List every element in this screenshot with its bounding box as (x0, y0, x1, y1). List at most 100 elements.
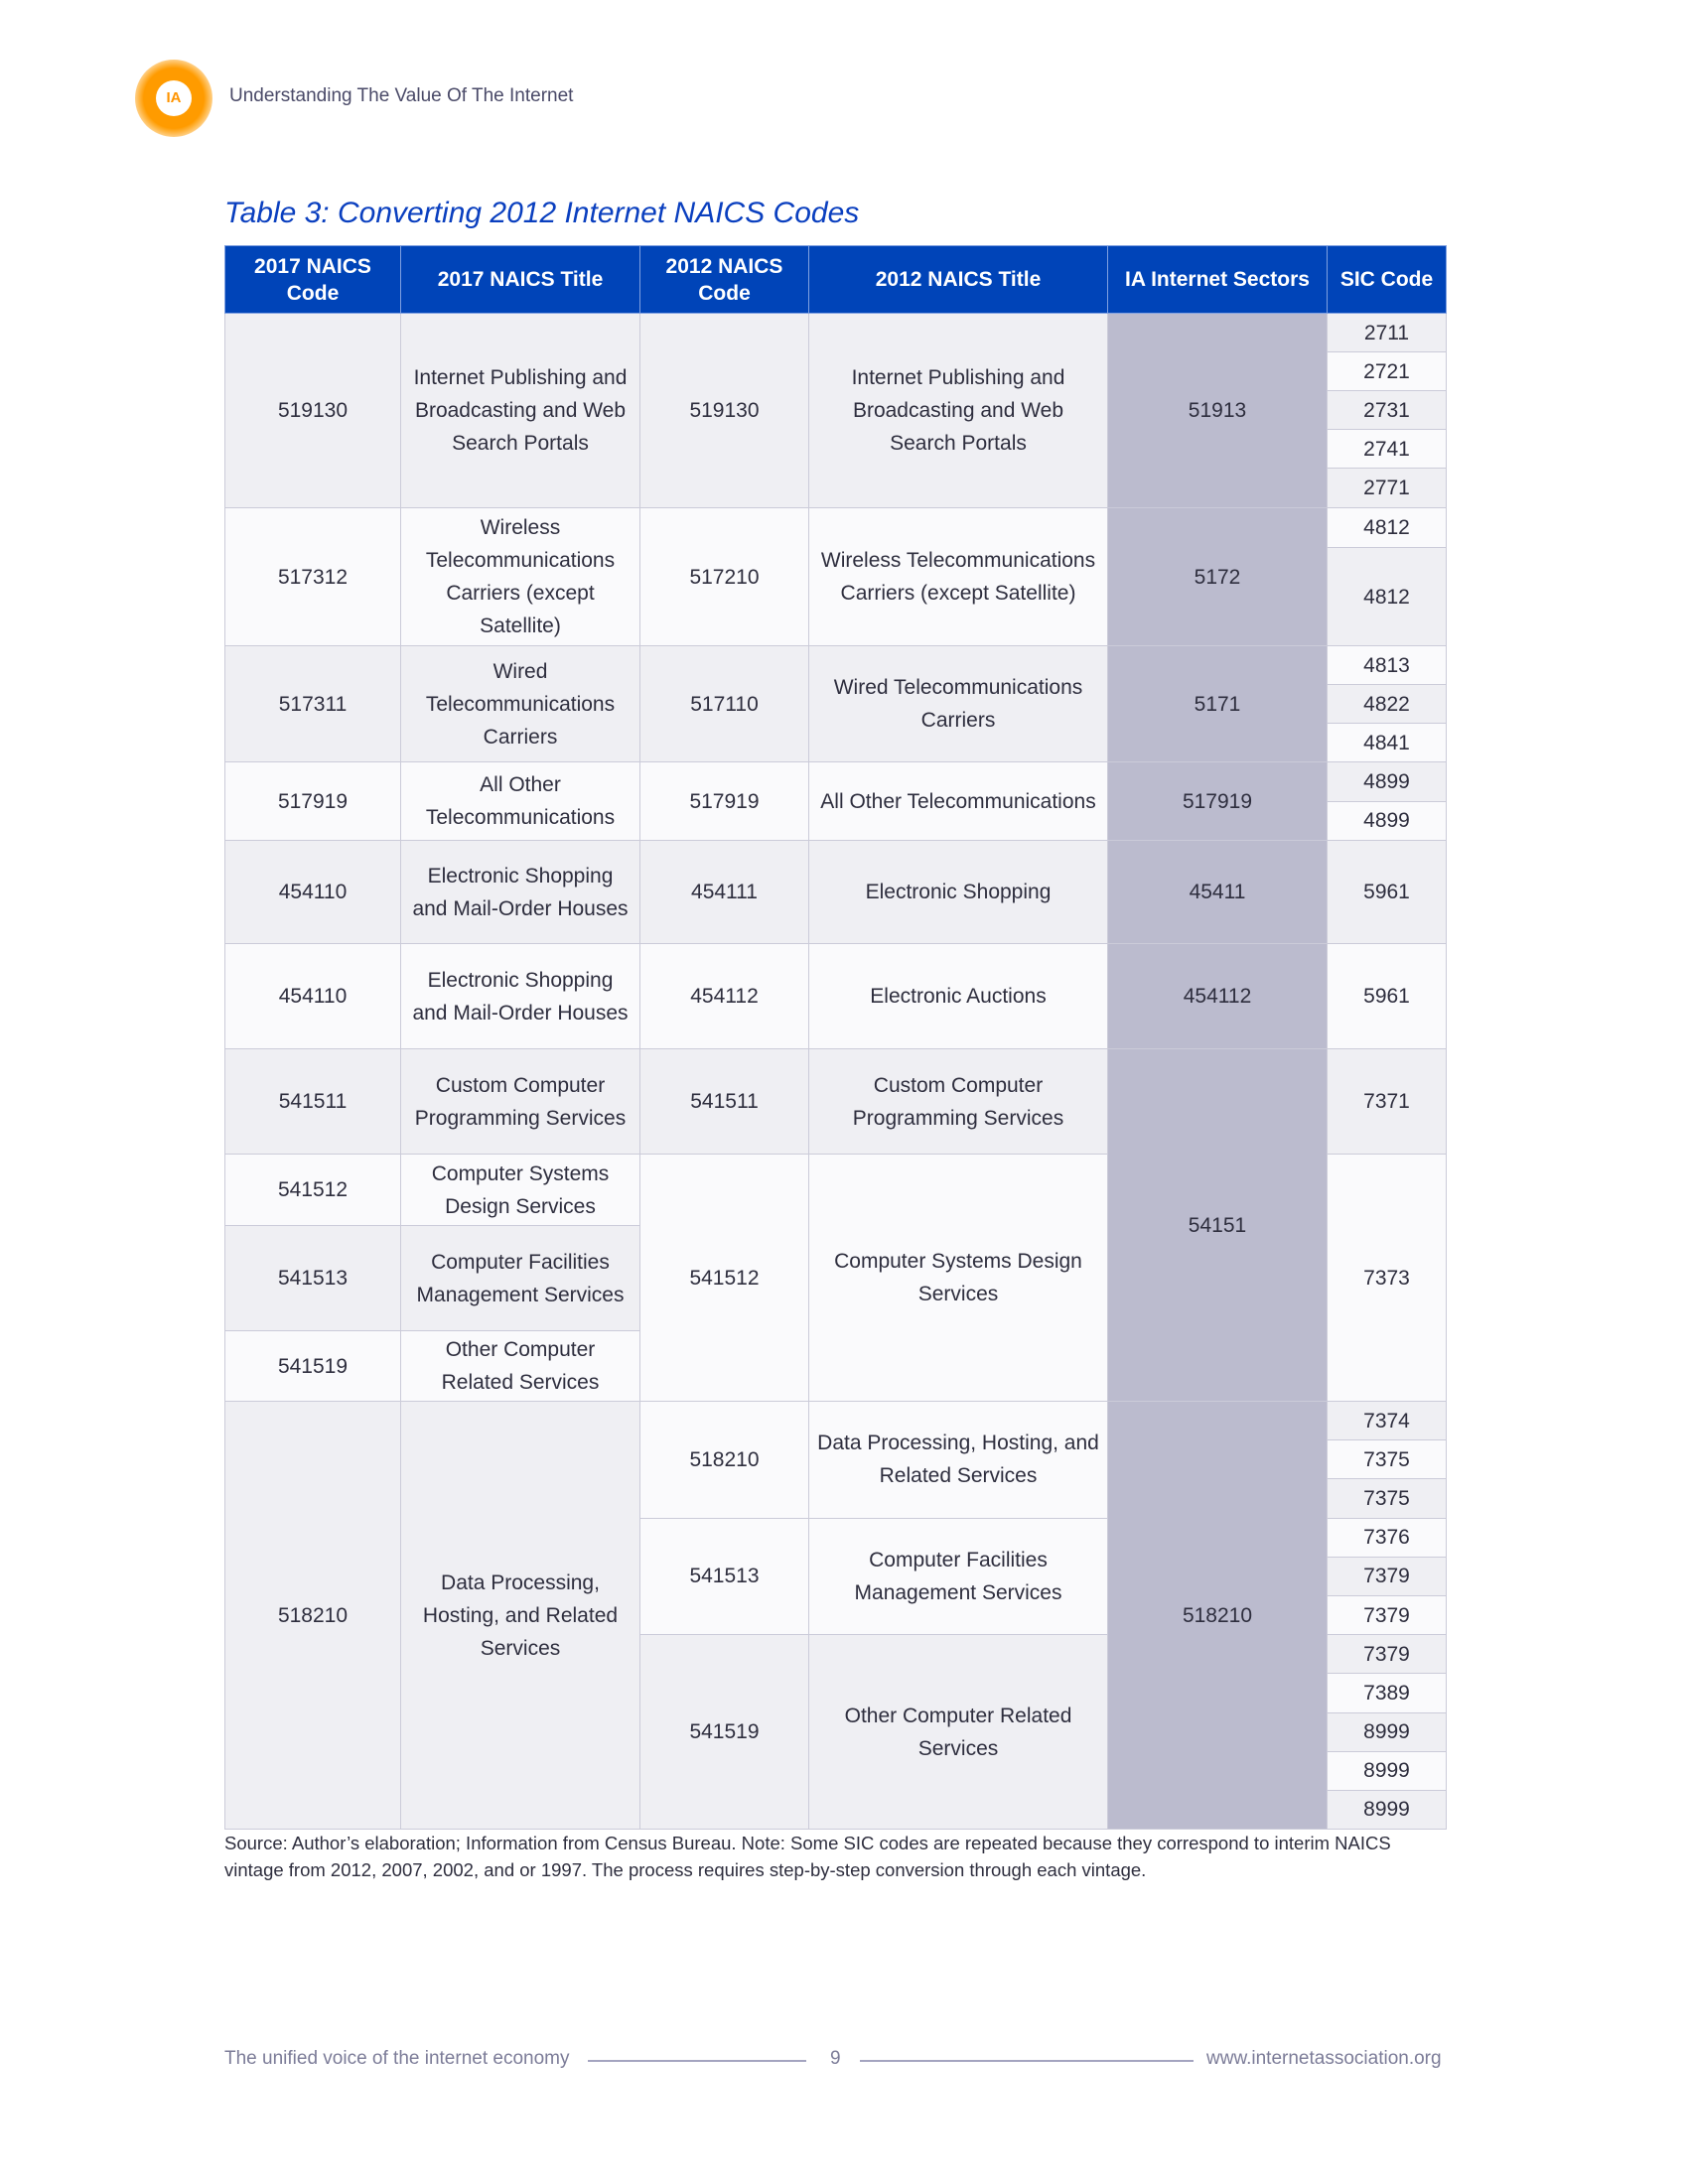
table-row: 2771 (225, 468, 1447, 508)
naics-2012-title: All Other Telecommunications (808, 761, 1108, 841)
table-row: 8999 (225, 1711, 1447, 1752)
sic-code: 4899 (1327, 761, 1447, 802)
sic-code: 7373 (1327, 1154, 1447, 1402)
footer-divider (588, 2060, 806, 2062)
naics-2017-code: 454110 (224, 840, 401, 944)
sic-code: 4813 (1327, 645, 1447, 685)
sic-code: 7376 (1327, 1517, 1447, 1558)
naics-2017-code: 519130 (224, 313, 401, 508)
table-title: Table 3: Converting 2012 Internet NAICS … (224, 197, 860, 229)
sic-code: 2771 (1327, 468, 1447, 508)
naics-2017-title: Custom Computer Programming Services (400, 1048, 640, 1155)
ia-internet-sector: 5171 (1107, 645, 1328, 762)
naics-2012-title: Computer Systems Design Services (808, 1154, 1108, 1402)
table-row: 8999 (225, 1750, 1447, 1791)
ia-internet-sector: 54151 (1107, 1048, 1328, 1402)
sic-code: 2721 (1327, 351, 1447, 391)
naics-2012-title: Other Computer Related Services (808, 1634, 1108, 1831)
naics-2017-title: Internet Publishing and Broadcasting and… (400, 313, 640, 508)
naics-conversion-table: 2017 NAICS Code 2017 NAICS Title 2012 NAIC… (224, 245, 1447, 1831)
naics-2012-code: 454111 (639, 840, 809, 944)
table-row: 519130 Internet Publishing and Broadcasti… (224, 313, 1447, 508)
table-body: 519130 Internet Publishing and Broadcasti… (224, 313, 1447, 1831)
table-row: 2731 (225, 390, 1447, 430)
naics-2017-title: Electronic Shopping and Mail-Order House… (400, 840, 640, 944)
table-row: 454110 Electronic Shopping and Mail-Order… (224, 840, 1447, 944)
sic-code: 2741 (1327, 429, 1447, 469)
sic-code: 5961 (1327, 840, 1447, 944)
sic-code: 4841 (1327, 723, 1447, 762)
sic-code: 8999 (1327, 1789, 1447, 1831)
column-header: SIC Code (1327, 245, 1447, 314)
naics-2017-title: Data Processing, Hosting, and Related Se… (400, 1400, 640, 1831)
naics-2017-code: 541513 (224, 1225, 401, 1331)
ia-internet-sector: 517919 (1107, 761, 1328, 841)
sic-code: 7379 (1327, 1556, 1447, 1596)
naics-2012-code: 519130 (639, 313, 809, 508)
ia-internet-sector: 5172 (1107, 507, 1328, 646)
sic-code: 4899 (1327, 800, 1447, 841)
table-row: 541519 Other Computer Related Services (224, 1330, 1447, 1402)
table-row: 541513 Computer Facilities Management Ser… (225, 1517, 1447, 1636)
table-row: 7375 (225, 1478, 1447, 1519)
table-header-row: 2017 NAICS Code 2017 NAICS Title 2012 NAIC… (224, 245, 1447, 314)
naics-2012-title: Electronic Auctions (808, 943, 1108, 1049)
table-row: 4822 (225, 684, 1447, 724)
naics-2017-code: 517311 (224, 645, 401, 762)
sic-code: 7374 (1327, 1400, 1447, 1441)
table-row: 454110 Electronic Shopping and Mail-Order… (224, 943, 1447, 1049)
table-row: 7379 (225, 1556, 1447, 1596)
table-row: 7389 (225, 1673, 1447, 1713)
sic-code: 2731 (1327, 390, 1447, 430)
table-row: 517919 All Other Telecommunications 517919… (224, 761, 1447, 841)
naics-2012-code: 541512 (639, 1154, 809, 1402)
footer-divider (860, 2060, 1194, 2062)
naics-2012-code: 541513 (639, 1517, 809, 1636)
sic-code: 2711 (1327, 313, 1447, 352)
table-row: 7379 (225, 1594, 1447, 1636)
document-header-title: Understanding The Value Of The Internet (229, 85, 574, 106)
column-header: 2012 NAICS Title (808, 245, 1108, 314)
naics-2012-title: Data Processing, Hosting, and Related Se… (808, 1401, 1108, 1519)
table-row: 517311 Wired Telecommunications Carriers 5… (224, 645, 1447, 762)
column-header: 2017 NAICS Code (224, 245, 401, 314)
table-row: 517312 Wireless Telecommunications Carrie… (224, 507, 1447, 646)
naics-2012-title: Custom Computer Programming Services (808, 1048, 1108, 1155)
naics-2012-code: 518210 (639, 1401, 809, 1519)
naics-2012-code: 541519 (639, 1634, 809, 1831)
naics-2017-title: Computer Systems Design Services (400, 1154, 640, 1226)
table-row: 541512 Computer Systems Design Services 54… (224, 1154, 1447, 1402)
footer-url: www.internetassociation.org (1206, 2048, 1442, 2069)
naics-2012-title: Computer Facilities Management Services (808, 1517, 1108, 1636)
naics-2012-title: Wired Telecommunications Carriers (808, 645, 1108, 762)
naics-2017-code: 517919 (224, 761, 401, 841)
column-header: IA Internet Sectors (1107, 245, 1328, 314)
naics-2017-code: 541512 (224, 1154, 401, 1226)
table-row: 4841 (225, 723, 1447, 762)
sic-code: 4812 (1327, 507, 1447, 548)
sic-code: 7379 (1327, 1594, 1447, 1636)
sic-code: 7371 (1327, 1048, 1447, 1155)
naics-2017-title: Electronic Shopping and Mail-Order House… (400, 943, 640, 1049)
table-row: 2721 (225, 351, 1447, 391)
table-row: 541511 Custom Computer Programming Servic… (224, 1048, 1447, 1402)
table-row: 7375 (225, 1439, 1447, 1480)
sic-code: 7379 (1327, 1634, 1447, 1675)
sic-code: 7389 (1327, 1673, 1447, 1713)
naics-2012-code: 517919 (639, 761, 809, 841)
naics-2017-code: 454110 (224, 943, 401, 1049)
naics-2017-code: 518210 (224, 1400, 401, 1831)
naics-2012-code: 454112 (639, 943, 809, 1049)
naics-2017-code: 541519 (224, 1330, 401, 1402)
sic-code: 5961 (1327, 943, 1447, 1049)
ia-internet-sector: 45411 (1107, 840, 1328, 944)
table-row: 541513 Computer Facilities Management Ser… (224, 1225, 1447, 1331)
naics-2012-title: Electronic Shopping (808, 840, 1108, 944)
naics-2012-code: 517110 (639, 645, 809, 762)
naics-2017-title: Other Computer Related Services (400, 1330, 640, 1402)
footer-tagline: The unified voice of the internet econom… (224, 2048, 570, 2069)
sic-code: 4822 (1327, 684, 1447, 724)
naics-2017-code: 541511 (224, 1048, 401, 1155)
column-header: 2012 NAICS Code (639, 245, 809, 314)
ia-logo: IA (135, 60, 212, 137)
